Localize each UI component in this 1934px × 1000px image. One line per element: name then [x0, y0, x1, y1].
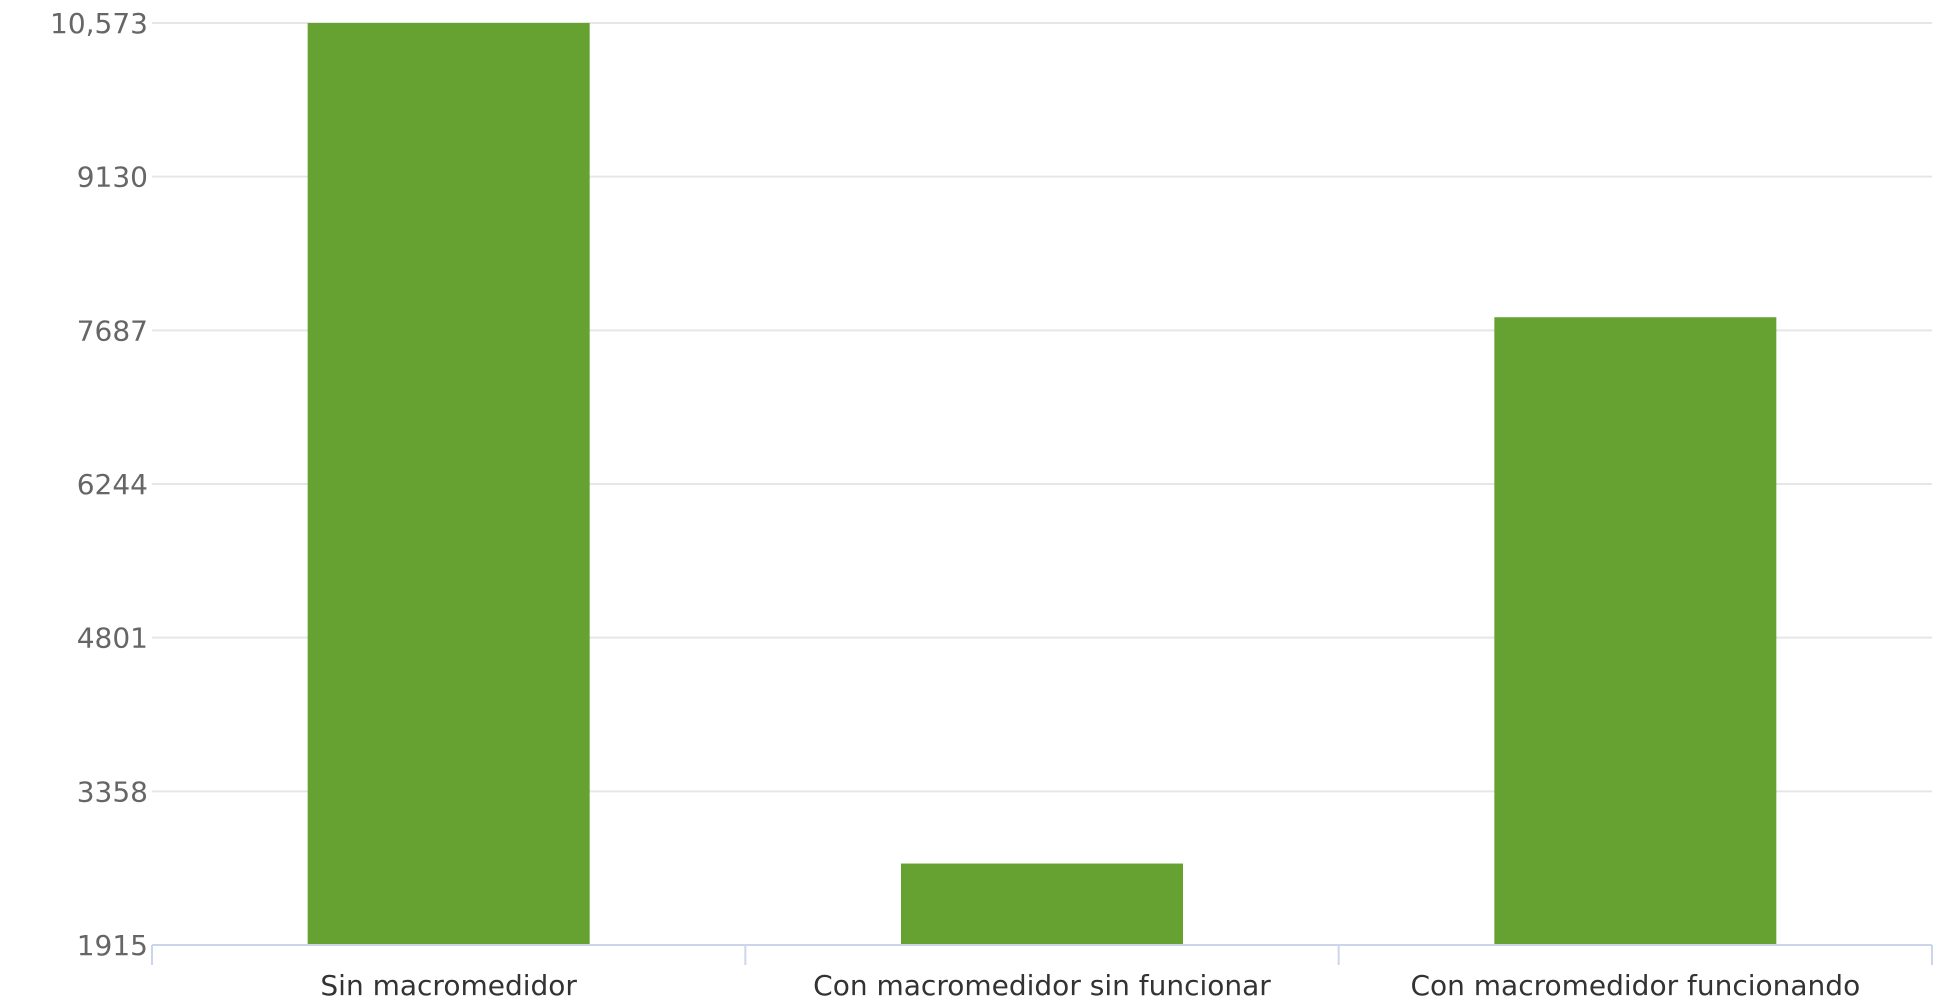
x-tick-label: Con macromedidor funcionando: [1410, 969, 1860, 1000]
y-tick-label: 1915: [77, 929, 148, 962]
y-axis-labels: 1915 3358 4801 6244 7687 9130 10,573: [50, 7, 148, 962]
y-tick-label: 4801: [77, 622, 148, 655]
y-tick-label: 6244: [77, 468, 148, 501]
bar: [307, 23, 590, 945]
y-tick-label: 7687: [77, 314, 148, 347]
x-tick-label: Sin macromedidor: [320, 969, 577, 1000]
bars: [307, 23, 1777, 945]
x-axis-labels: Sin macromedidor Con macromedidor sin fun…: [320, 969, 1860, 1000]
x-axis: [151, 944, 1933, 965]
y-tick-label: 9130: [77, 161, 148, 194]
bar: [1494, 317, 1777, 945]
x-tick-label: Con macromedidor sin funcionar: [813, 969, 1271, 1000]
y-tick-label: 3358: [77, 775, 148, 808]
bar: [901, 863, 1183, 945]
y-tick-label: 10,573: [50, 7, 148, 40]
